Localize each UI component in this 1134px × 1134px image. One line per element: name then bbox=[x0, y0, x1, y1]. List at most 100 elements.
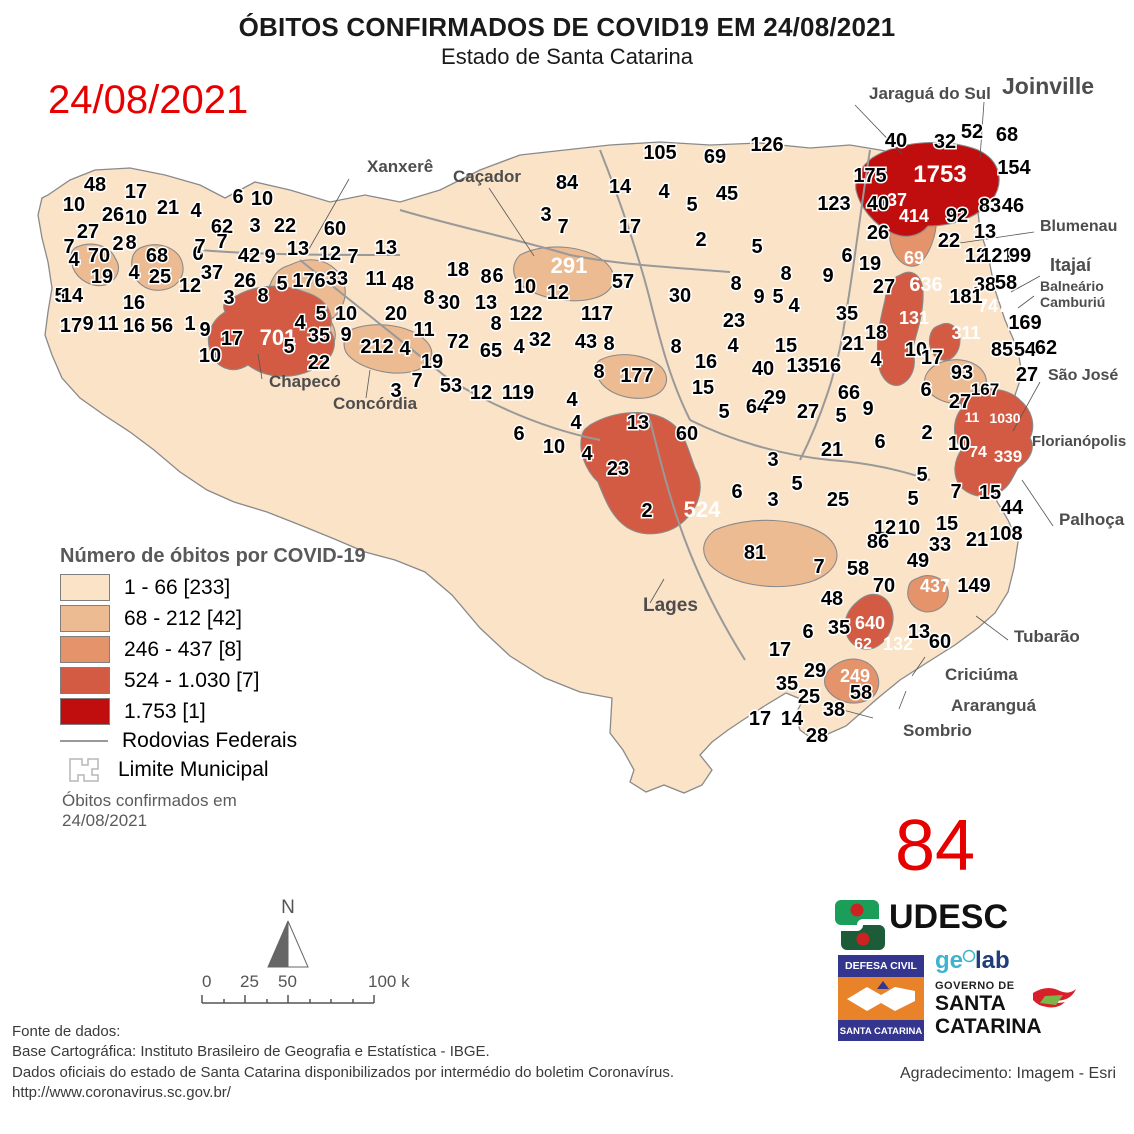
svg-text:22: 22 bbox=[274, 215, 296, 237]
svg-text:5: 5 bbox=[791, 473, 802, 495]
svg-text:65: 65 bbox=[480, 340, 502, 362]
svg-text:40: 40 bbox=[885, 130, 907, 152]
svg-text:15: 15 bbox=[692, 377, 714, 399]
svg-text:17: 17 bbox=[619, 216, 641, 238]
svg-text:25: 25 bbox=[827, 489, 849, 511]
svg-text:10: 10 bbox=[125, 207, 147, 229]
svg-text:20: 20 bbox=[385, 303, 407, 325]
svg-text:23: 23 bbox=[723, 310, 745, 332]
svg-text:2: 2 bbox=[695, 229, 706, 251]
svg-text:53: 53 bbox=[440, 375, 462, 397]
svg-text:10: 10 bbox=[514, 276, 536, 298]
svg-text:44: 44 bbox=[1001, 497, 1024, 519]
svg-text:19: 19 bbox=[91, 266, 113, 288]
svg-text:9: 9 bbox=[340, 324, 351, 346]
svg-text:3: 3 bbox=[223, 287, 234, 309]
svg-text:60: 60 bbox=[929, 631, 951, 653]
svg-text:Sombrio: Sombrio bbox=[903, 721, 972, 740]
svg-text:4: 4 bbox=[727, 335, 739, 357]
svg-text:SANTA CATARINA: SANTA CATARINA bbox=[840, 1026, 923, 1037]
svg-text:13: 13 bbox=[974, 221, 996, 243]
svg-text:119: 119 bbox=[502, 382, 534, 404]
svg-text:6: 6 bbox=[802, 621, 813, 643]
svg-text:13: 13 bbox=[908, 621, 930, 643]
svg-text:6: 6 bbox=[920, 379, 931, 401]
svg-text:29: 29 bbox=[764, 387, 786, 409]
svg-text:15: 15 bbox=[936, 513, 958, 535]
svg-text:4: 4 bbox=[566, 389, 578, 411]
svg-text:154: 154 bbox=[997, 157, 1031, 179]
svg-text:Jaraguá do Sul: Jaraguá do Sul bbox=[869, 84, 991, 103]
svg-text:13: 13 bbox=[287, 238, 309, 260]
svg-text:212: 212 bbox=[360, 336, 393, 358]
svg-text:32: 32 bbox=[529, 329, 551, 351]
svg-text:49: 49 bbox=[907, 550, 929, 572]
svg-text:13: 13 bbox=[475, 292, 497, 314]
svg-text:48: 48 bbox=[392, 273, 414, 295]
svg-text:17: 17 bbox=[769, 639, 791, 661]
svg-text:14: 14 bbox=[781, 708, 804, 730]
svg-text:4: 4 bbox=[68, 249, 80, 271]
svg-text:7: 7 bbox=[216, 231, 227, 253]
svg-text:Tubarão: Tubarão bbox=[1014, 627, 1080, 646]
svg-text:Chapecó: Chapecó bbox=[269, 372, 341, 391]
svg-text:3: 3 bbox=[767, 449, 778, 471]
svg-text:Itajaí: Itajaí bbox=[1050, 255, 1092, 275]
svg-text:5: 5 bbox=[916, 464, 927, 486]
svg-text:50: 50 bbox=[278, 972, 297, 991]
svg-text:60: 60 bbox=[676, 423, 698, 445]
svg-text:48: 48 bbox=[84, 174, 106, 196]
svg-text:4: 4 bbox=[788, 295, 800, 317]
svg-text:9: 9 bbox=[862, 398, 873, 420]
svg-text:16: 16 bbox=[695, 351, 717, 373]
svg-text:35: 35 bbox=[828, 617, 850, 639]
svg-text:8: 8 bbox=[423, 287, 434, 309]
svg-text:117: 117 bbox=[581, 303, 613, 325]
svg-text:33: 33 bbox=[929, 534, 951, 556]
svg-text:35: 35 bbox=[776, 673, 798, 695]
svg-text:108: 108 bbox=[989, 523, 1022, 545]
svg-text:8: 8 bbox=[593, 361, 604, 383]
svg-text:14: 14 bbox=[609, 176, 632, 198]
svg-text:DEFESA CIVIL: DEFESA CIVIL bbox=[845, 960, 918, 972]
svg-text:12: 12 bbox=[179, 275, 201, 297]
svg-text:Blumenau: Blumenau bbox=[1040, 218, 1117, 235]
svg-text:5: 5 bbox=[315, 303, 326, 325]
svg-text:17: 17 bbox=[60, 315, 82, 337]
svg-text:339: 339 bbox=[994, 447, 1022, 466]
svg-text:169: 169 bbox=[1008, 312, 1041, 334]
svg-text:177: 177 bbox=[620, 365, 653, 387]
svg-text:30: 30 bbox=[669, 285, 691, 307]
svg-text:5: 5 bbox=[907, 488, 918, 510]
svg-text:11: 11 bbox=[365, 268, 386, 290]
svg-text:19: 19 bbox=[421, 351, 443, 373]
svg-text:11: 11 bbox=[97, 313, 118, 335]
svg-text:12: 12 bbox=[470, 382, 492, 404]
svg-text:70: 70 bbox=[873, 575, 895, 597]
svg-text:524: 524 bbox=[684, 497, 721, 522]
svg-text:99: 99 bbox=[1009, 245, 1031, 267]
svg-text:Caçador: Caçador bbox=[453, 167, 521, 186]
svg-text:62: 62 bbox=[854, 636, 872, 653]
svg-text:19: 19 bbox=[859, 253, 881, 275]
svg-text:68: 68 bbox=[996, 124, 1018, 146]
svg-text:46: 46 bbox=[1002, 195, 1024, 217]
svg-text:8: 8 bbox=[257, 285, 268, 307]
svg-text:105: 105 bbox=[643, 142, 676, 164]
svg-text:15: 15 bbox=[775, 335, 797, 357]
svg-text:3: 3 bbox=[390, 380, 401, 402]
svg-text:1753: 1753 bbox=[913, 161, 966, 188]
svg-text:21: 21 bbox=[821, 439, 843, 461]
svg-text:40: 40 bbox=[752, 358, 774, 380]
svg-text:176: 176 bbox=[292, 270, 325, 292]
svg-text:21: 21 bbox=[157, 197, 179, 219]
svg-text:2: 2 bbox=[112, 233, 123, 255]
svg-text:8: 8 bbox=[125, 232, 136, 254]
svg-text:6: 6 bbox=[841, 245, 852, 267]
svg-text:35: 35 bbox=[308, 325, 330, 347]
svg-text:4: 4 bbox=[128, 262, 140, 284]
svg-text:6: 6 bbox=[874, 431, 885, 453]
svg-text:437: 437 bbox=[920, 576, 950, 596]
svg-text:72: 72 bbox=[447, 331, 469, 353]
svg-text:9: 9 bbox=[822, 265, 833, 287]
